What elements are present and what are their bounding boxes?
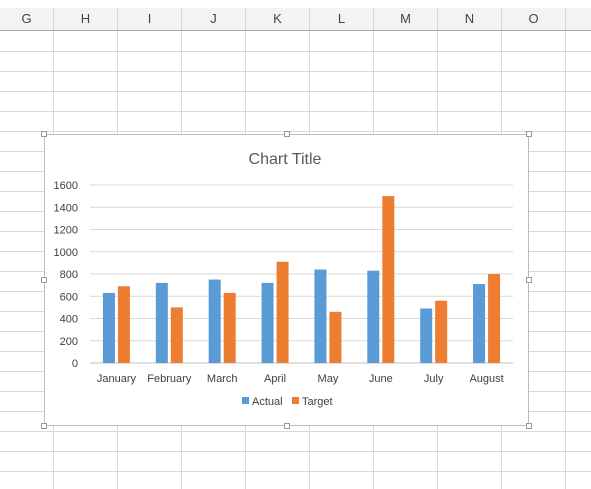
y-tick-label: 1600 bbox=[54, 180, 78, 192]
grid-row-line bbox=[0, 71, 591, 72]
column-header-h[interactable]: H bbox=[54, 8, 118, 30]
resize-handle[interactable] bbox=[283, 423, 290, 429]
chart-canvas: 0 200 400 600 800 1000 1200 1400 1600 January Feb… bbox=[54, 151, 513, 408]
chart-gridlines bbox=[90, 184, 513, 364]
y-tick-label: 800 bbox=[60, 269, 78, 281]
bar-target-february[interactable] bbox=[170, 307, 183, 363]
bar-target-may[interactable] bbox=[329, 311, 342, 363]
grid-row-line bbox=[0, 431, 591, 432]
x-tick-label: June bbox=[369, 373, 393, 385]
grid-column-line bbox=[565, 31, 566, 489]
column-header-j[interactable]: J bbox=[182, 8, 246, 30]
resize-handle[interactable] bbox=[526, 423, 532, 429]
resize-handle[interactable] bbox=[526, 131, 532, 137]
x-tick-label: August bbox=[469, 373, 503, 385]
column-header-o[interactable]: O bbox=[502, 8, 566, 30]
grid-row-line bbox=[0, 471, 591, 472]
bar-actual-august[interactable] bbox=[473, 284, 486, 363]
x-axis-ticks: January February March April May June July Augu… bbox=[97, 373, 504, 385]
y-tick-label: 200 bbox=[60, 336, 78, 348]
column-header-n[interactable]: N bbox=[438, 8, 502, 30]
grid-row-line bbox=[0, 111, 591, 112]
legend-swatch-actual bbox=[242, 397, 249, 404]
bar-target-march[interactable] bbox=[223, 292, 236, 363]
y-tick-label: 600 bbox=[60, 291, 78, 303]
resize-handle[interactable] bbox=[41, 423, 47, 429]
grid-row-line bbox=[0, 91, 591, 92]
x-tick-label: January bbox=[97, 373, 137, 385]
column-header-l[interactable]: L bbox=[310, 8, 374, 30]
bar-actual-may[interactable] bbox=[314, 269, 327, 363]
legend-label-actual: Actual bbox=[252, 396, 283, 408]
y-tick-label: 0 bbox=[72, 358, 78, 370]
resize-handle[interactable] bbox=[283, 131, 290, 137]
grid-row-line bbox=[0, 51, 591, 52]
column-header-i[interactable]: I bbox=[118, 8, 182, 30]
x-tick-label: July bbox=[424, 373, 444, 385]
bar-actual-june[interactable] bbox=[367, 270, 380, 363]
resize-handle[interactable] bbox=[41, 277, 47, 283]
grid-row-line bbox=[0, 451, 591, 452]
bar-actual-february[interactable] bbox=[155, 282, 168, 363]
bar-actual-july[interactable] bbox=[420, 308, 433, 363]
y-tick-label: 400 bbox=[60, 314, 78, 326]
column-header-g[interactable]: G bbox=[0, 8, 54, 30]
chart-bars bbox=[102, 196, 501, 363]
bar-target-june[interactable] bbox=[382, 196, 395, 363]
y-axis-ticks: 0 200 400 600 800 1000 1200 1400 1600 bbox=[54, 180, 78, 370]
chart-title[interactable]: Chart Title bbox=[249, 151, 322, 168]
bar-target-august[interactable] bbox=[488, 274, 501, 363]
grid-row-line bbox=[0, 131, 591, 132]
y-tick-label: 1000 bbox=[54, 247, 78, 259]
x-tick-label: March bbox=[207, 373, 238, 385]
bar-target-july[interactable] bbox=[435, 300, 448, 363]
x-tick-label: April bbox=[264, 373, 286, 385]
column-header-k[interactable]: K bbox=[246, 8, 310, 30]
chart-object[interactable]: 0 200 400 600 800 1000 1200 1400 1600 January Feb… bbox=[41, 131, 532, 429]
y-tick-label: 1200 bbox=[54, 225, 78, 237]
x-tick-label: February bbox=[147, 373, 192, 385]
bar-actual-april[interactable] bbox=[261, 282, 274, 363]
chart-legend[interactable]: Actual Target bbox=[242, 396, 333, 408]
resize-handle[interactable] bbox=[41, 131, 47, 137]
bar-actual-january[interactable] bbox=[102, 292, 115, 363]
bar-target-april[interactable] bbox=[276, 261, 289, 363]
bar-target-january[interactable] bbox=[117, 286, 130, 363]
legend-label-target: Target bbox=[302, 396, 333, 408]
legend-swatch-target bbox=[292, 397, 299, 404]
y-tick-label: 1400 bbox=[54, 202, 78, 214]
x-tick-label: May bbox=[318, 373, 339, 385]
bar-actual-march[interactable] bbox=[208, 279, 221, 363]
resize-handle[interactable] bbox=[526, 277, 532, 283]
column-header-m[interactable]: M bbox=[374, 8, 438, 30]
